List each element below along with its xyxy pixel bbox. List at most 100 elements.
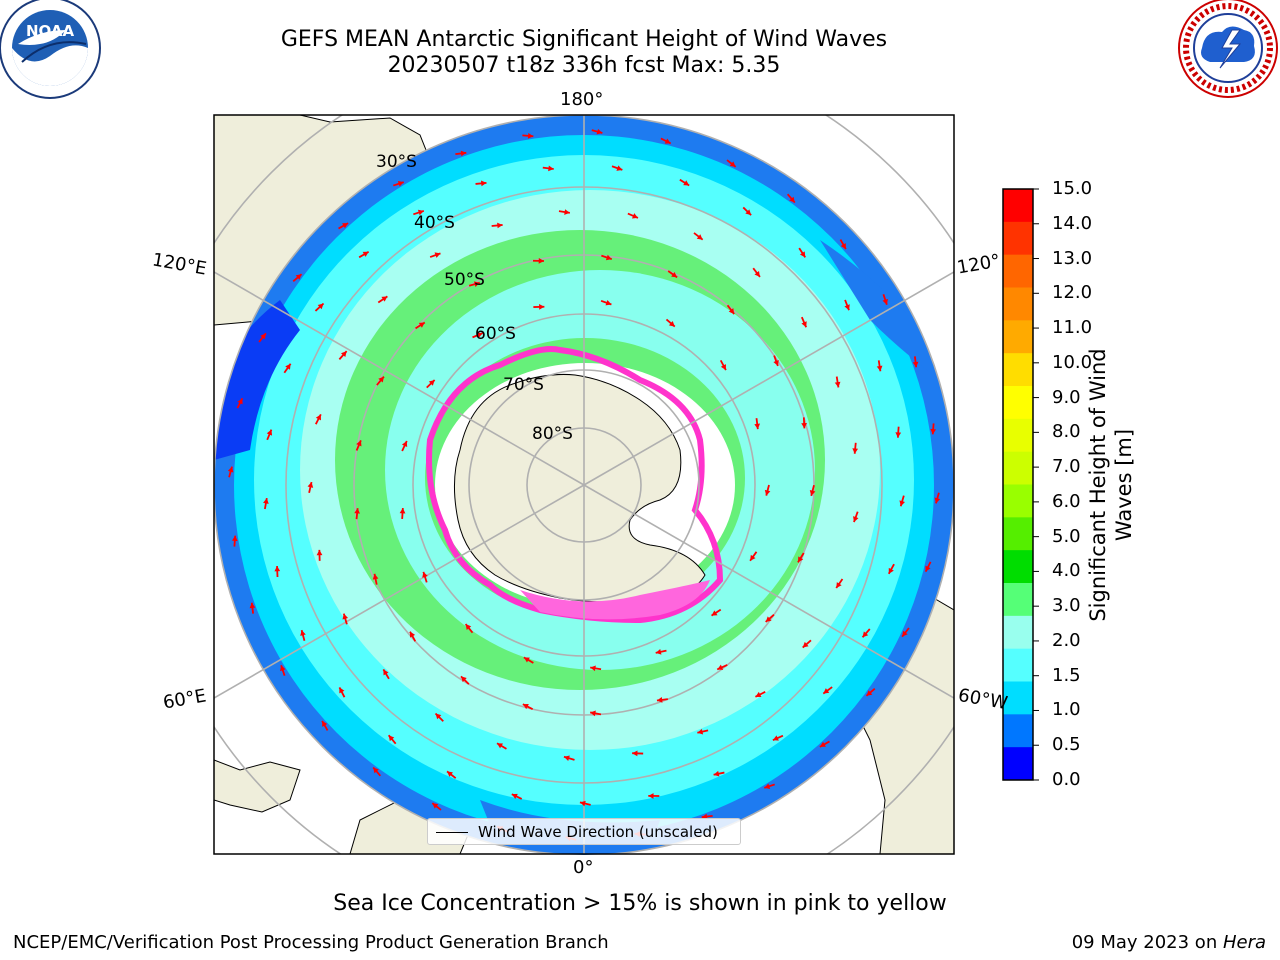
colorbar-tick-label: 1.0 bbox=[1052, 699, 1081, 721]
wind-wave-arrow-head bbox=[631, 213, 638, 219]
colorbar-tick-label: 12.0 bbox=[1052, 282, 1093, 304]
chart-title: GEFS MEAN Antarctic Significant Height o… bbox=[280, 27, 888, 52]
wind-wave-arrow-head bbox=[696, 234, 703, 240]
legend-text: Wind Wave Direction (unscaled) bbox=[478, 823, 718, 841]
wind-wave-arrow-head bbox=[362, 251, 369, 257]
wind-wave-arrow-head bbox=[476, 332, 483, 338]
wind-wave-arrow-head bbox=[511, 793, 518, 800]
wind-wave-arrow-head bbox=[750, 554, 756, 561]
map-frame bbox=[213, 114, 955, 855]
wind-wave-arrow-head bbox=[317, 303, 324, 310]
wind-wave-arrow-head bbox=[852, 448, 859, 454]
wind-wave-arrow-head bbox=[711, 610, 718, 616]
wind-wave-arrow-head bbox=[853, 516, 859, 523]
wind-wave-arrow-head bbox=[249, 602, 256, 609]
colorbar-segment bbox=[1003, 386, 1033, 420]
wind-wave-arrow-head bbox=[605, 300, 612, 306]
wind-wave-arrow-head bbox=[801, 321, 807, 328]
wind-wave-arrow-head bbox=[590, 665, 596, 672]
wind-wave-arrow-head bbox=[316, 549, 323, 556]
lon-label-0: 0° bbox=[573, 857, 594, 878]
colorbar-tick-label: 4.0 bbox=[1052, 560, 1081, 582]
wind-wave-arrow-head bbox=[717, 664, 724, 670]
wind-wave-arrow-head bbox=[397, 181, 404, 187]
wind-wave-arrow-head bbox=[539, 304, 545, 310]
wind-wave-arrow-head bbox=[882, 298, 888, 305]
wind-wave-arrow-head bbox=[809, 490, 816, 496]
wind-wave-arrow-head bbox=[656, 697, 663, 703]
wind-wave-arrow-head bbox=[237, 398, 243, 405]
wind-wave-arrow-head bbox=[876, 365, 883, 372]
wind-wave-arrow-head bbox=[902, 630, 908, 637]
wind-wave-arrow-head bbox=[862, 631, 869, 638]
colorbar-segment bbox=[1003, 189, 1033, 223]
wind-wave-arrow-head bbox=[655, 648, 662, 655]
wind-wave-arrow-head bbox=[399, 508, 406, 514]
nws-logo bbox=[1178, 0, 1278, 98]
wind-wave-arrow-head bbox=[527, 132, 534, 139]
colorbar-tick-label: 0.5 bbox=[1052, 734, 1081, 756]
map-legend: Wind Wave Direction (unscaled) bbox=[427, 818, 741, 845]
colorbar-segment bbox=[1003, 714, 1033, 748]
wind-wave-arrow-head bbox=[616, 165, 623, 171]
wind-wave-arrow-head bbox=[274, 566, 281, 572]
colorbar bbox=[1002, 188, 1039, 781]
colorbar-segment bbox=[1003, 353, 1033, 387]
noaa-logo: NOAA bbox=[0, 0, 101, 99]
colorbar-tick-label: 10.0 bbox=[1052, 351, 1093, 373]
wind-wave-arrow-head bbox=[354, 508, 360, 514]
wind-wave-arrow-head bbox=[383, 669, 389, 676]
wind-wave-arrow-head bbox=[668, 320, 675, 327]
wind-wave-arrow-head bbox=[322, 720, 328, 727]
colorbar-segment bbox=[1003, 747, 1033, 781]
wind-wave-arrow-head bbox=[701, 813, 708, 820]
wind-wave-arrow-head bbox=[632, 750, 638, 757]
wind-wave-arrow-head bbox=[435, 713, 442, 720]
wind-wave-arrow-head bbox=[713, 770, 720, 777]
wind-wave-arrow-head bbox=[934, 497, 941, 504]
wind-wave-arrow-head bbox=[285, 363, 291, 370]
wind-wave-arrows bbox=[227, 128, 941, 842]
wind-wave-arrow-head bbox=[671, 271, 678, 278]
wind-wave-arrow-head bbox=[339, 687, 345, 694]
wind-wave-arrow-head bbox=[596, 128, 603, 135]
colorbar-tick-label: 5.0 bbox=[1052, 525, 1081, 547]
wind-wave-arrow-head bbox=[605, 254, 612, 261]
wind-wave-arrow-head bbox=[227, 466, 234, 473]
wind-wave-arrow-head bbox=[844, 304, 850, 311]
wind-wave-arrow-head bbox=[819, 741, 826, 747]
colorbar-segment bbox=[1003, 221, 1033, 256]
wind-wave-arrow-head bbox=[356, 440, 362, 447]
wind-wave-arrow-head bbox=[899, 500, 905, 507]
wind-wave-arrow-head bbox=[378, 376, 384, 383]
wind-wave-arrow-head bbox=[315, 414, 321, 421]
colorbar-segment bbox=[1003, 648, 1033, 682]
wind-wave-arrow-head bbox=[789, 196, 795, 203]
wind-wave-arrow-head bbox=[579, 800, 586, 807]
colorbar-segment bbox=[1003, 517, 1033, 551]
wind-wave-arrow-head bbox=[925, 565, 931, 572]
wind-wave-arrow-head bbox=[840, 243, 846, 250]
wind-wave-arrow-head bbox=[836, 582, 842, 589]
wind-wave-arrow-head bbox=[280, 665, 286, 672]
wind-wave-arrow-head bbox=[266, 429, 273, 436]
colorbar-segment bbox=[1003, 484, 1033, 518]
wind-wave-arrow-head bbox=[648, 793, 654, 799]
wind-wave-arrow-head bbox=[930, 428, 937, 435]
wind-wave-arrow-head bbox=[729, 161, 736, 167]
colorbar-tick-label: 1.5 bbox=[1052, 664, 1081, 686]
wind-wave-arrow-head bbox=[563, 755, 570, 761]
wind-wave-arrow-head bbox=[417, 209, 424, 216]
wind-wave-arrow-head bbox=[564, 209, 570, 215]
sea-ice-caption: Sea Ice Concentration > 15% is shown in … bbox=[333, 891, 947, 916]
colorbar-segment bbox=[1003, 615, 1033, 650]
colorbar-segment bbox=[1003, 583, 1033, 617]
wind-wave-arrow-head bbox=[834, 381, 841, 388]
legend-line-swatch bbox=[436, 832, 468, 833]
wind-wave-arrow-head bbox=[342, 613, 349, 620]
colorbar-tick-label: 0.0 bbox=[1052, 769, 1081, 790]
colorbar-tick-label: 6.0 bbox=[1052, 490, 1081, 512]
lon-label-180: 180° bbox=[560, 89, 604, 110]
wind-wave-arrow-head bbox=[497, 222, 503, 229]
wind-wave-arrow-head bbox=[422, 571, 428, 578]
